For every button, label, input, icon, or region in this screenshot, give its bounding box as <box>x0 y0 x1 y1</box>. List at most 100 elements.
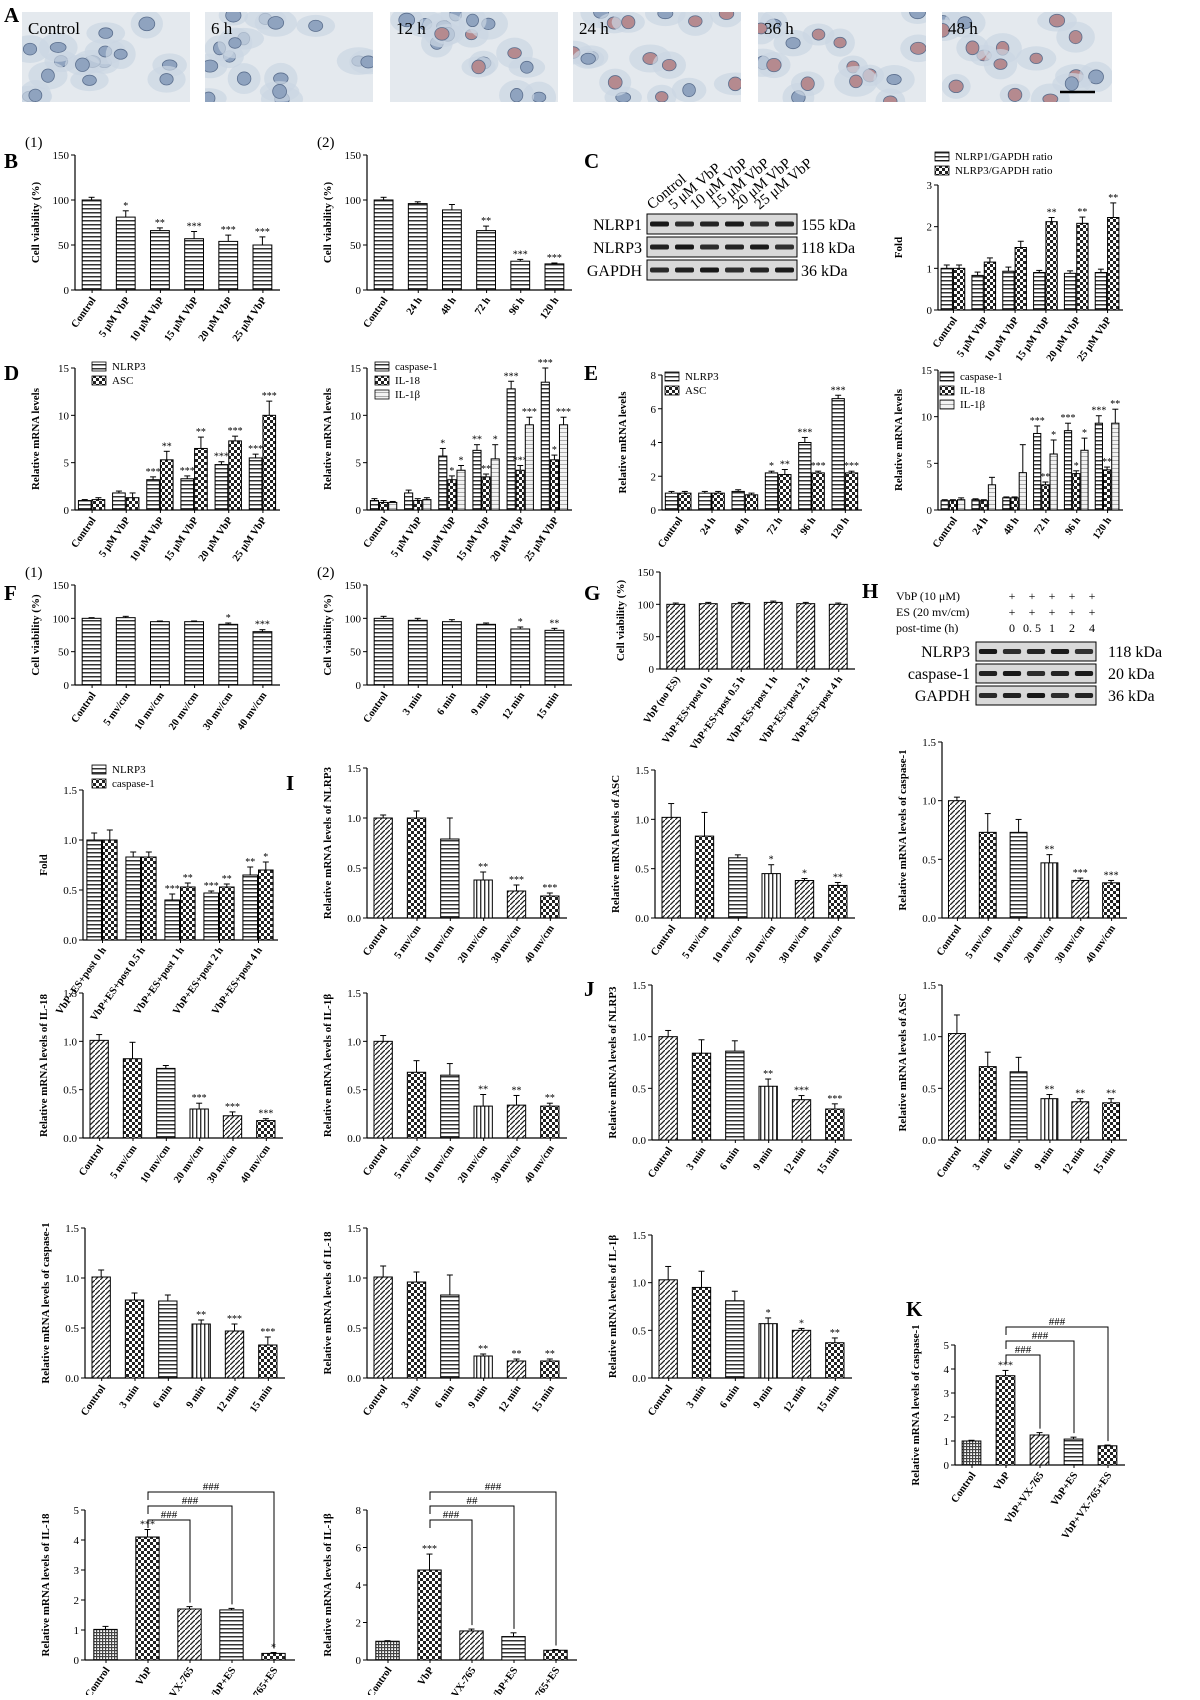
bar <box>135 1536 160 1661</box>
y-axis-label: Relative mRNA levels of NLRP3 <box>322 766 334 919</box>
x-tick-label: 12 min <box>501 690 528 722</box>
x-tick-label: VbP+ES <box>489 1665 520 1695</box>
x-tick-label: VbP <box>134 1665 155 1688</box>
significance-mark: *** <box>204 881 219 892</box>
y-tick-label: 1.0 <box>347 1036 361 1048</box>
chart-tag: (1) <box>25 565 43 581</box>
comparison-bracket <box>1005 1354 1041 1429</box>
bar <box>440 838 460 919</box>
significance-mark: *** <box>556 407 571 418</box>
y-tick-label: 0.0 <box>347 1133 361 1145</box>
blot-band <box>700 221 719 227</box>
bar <box>89 1039 109 1139</box>
blot-condition-value: + <box>1089 605 1096 619</box>
y-axis-label: Relative mRNA levels <box>893 388 905 491</box>
micrograph-label: 6 h <box>211 19 233 38</box>
bar <box>417 1569 442 1661</box>
y-tick-label: 3 <box>927 180 933 192</box>
y-tick-label: 0.5 <box>65 1323 79 1335</box>
significance-mark: *** <box>1061 413 1076 424</box>
x-tick-label: 30 mv/cm <box>201 690 235 732</box>
x-tick-label: Control <box>70 515 99 550</box>
y-axis-label: Relative mRNA levels of ASC <box>610 775 622 913</box>
y-tick-label: 0.0 <box>635 913 649 925</box>
significance-mark: ** <box>478 1085 488 1096</box>
y-tick-label: 5 <box>74 1505 80 1517</box>
legend-swatch <box>934 151 950 162</box>
legend-swatch <box>664 385 680 396</box>
bar <box>794 880 815 919</box>
significance-mark: ** <box>763 1069 773 1080</box>
x-tick-label: Control <box>70 295 99 330</box>
y-tick-label: 1.0 <box>347 813 361 825</box>
bar <box>811 472 825 511</box>
bar <box>731 603 751 670</box>
y-tick-label: 0 <box>64 505 70 517</box>
bar <box>442 209 462 291</box>
bar <box>442 621 462 686</box>
bar <box>115 617 136 686</box>
x-tick-label: Control <box>83 1665 112 1695</box>
bar <box>995 1375 1016 1466</box>
y-tick-label: 0.5 <box>922 1083 936 1095</box>
blot-condition-value: 0 <box>1009 621 1015 635</box>
x-tick-label: Control <box>646 1383 675 1418</box>
significance-mark: ** <box>1047 208 1057 219</box>
x-tick-label: 15 μM VbP <box>455 515 494 564</box>
micrograph-label: 24 h <box>579 19 609 38</box>
bar <box>124 1299 145 1379</box>
bar <box>971 274 984 311</box>
bar <box>1102 882 1121 919</box>
blot-condition-value: 1 <box>1049 621 1055 635</box>
x-tick-label: 15 min <box>815 1145 842 1177</box>
bar <box>125 856 142 941</box>
blot-band <box>775 244 794 250</box>
x-tick-label: 120 h <box>538 295 561 321</box>
y-tick-label: 2 <box>356 1618 362 1630</box>
micrograph-5: 36 h <box>758 12 926 102</box>
y-tick-label: 0.5 <box>63 885 77 897</box>
bar <box>252 244 273 291</box>
y-tick-label: 1.5 <box>922 737 936 749</box>
significance-mark: ** <box>780 460 790 471</box>
chart-I1: 0.0 0.5 1.0 1.5 Relative mRNA levels of NLRP… <box>322 763 567 965</box>
legend-entry: NLRP3/GAPDH ratio <box>955 165 1053 177</box>
significance-mark: *** <box>827 1094 842 1105</box>
bar <box>698 603 718 670</box>
bar <box>1063 430 1073 511</box>
bar <box>558 424 569 511</box>
significance-mark: *** <box>547 253 562 264</box>
bar <box>987 484 997 511</box>
y-tick-label: 1.5 <box>65 1223 79 1235</box>
legend-swatch <box>939 371 955 382</box>
x-tick-label: 12 min <box>782 1383 809 1415</box>
bar <box>1029 1434 1050 1466</box>
x-tick-label: 72 h <box>765 515 785 537</box>
x-tick-label: 5 mv/cm <box>964 923 995 961</box>
y-axis-label: Relative mRNA levels of NLRP3 <box>607 986 619 1139</box>
legend-entry: ASC <box>112 375 133 387</box>
bar <box>978 1066 997 1141</box>
x-tick-label: 12 min <box>782 1145 809 1177</box>
y-tick-label: 100 <box>345 195 362 207</box>
significance-mark: *** <box>187 222 202 233</box>
blot-band <box>650 221 669 227</box>
x-tick-label: 40 mv/cm <box>1084 923 1118 965</box>
bar <box>473 879 493 919</box>
x-tick-label: 120 h <box>1091 515 1114 541</box>
significance-mark: *** <box>542 883 557 894</box>
blot-condition-value: + <box>1049 605 1056 619</box>
bar <box>222 1115 243 1139</box>
bar <box>540 1105 560 1139</box>
y-tick-label: 3 <box>74 1565 80 1577</box>
significance-mark: ** <box>481 216 491 227</box>
bar <box>540 381 550 511</box>
significance-mark: ** <box>245 857 255 868</box>
bar <box>940 267 953 311</box>
panel-letter-k: K <box>906 1297 923 1321</box>
blot-band <box>1050 693 1070 698</box>
x-tick-label: 20 mv/cm <box>167 690 201 732</box>
